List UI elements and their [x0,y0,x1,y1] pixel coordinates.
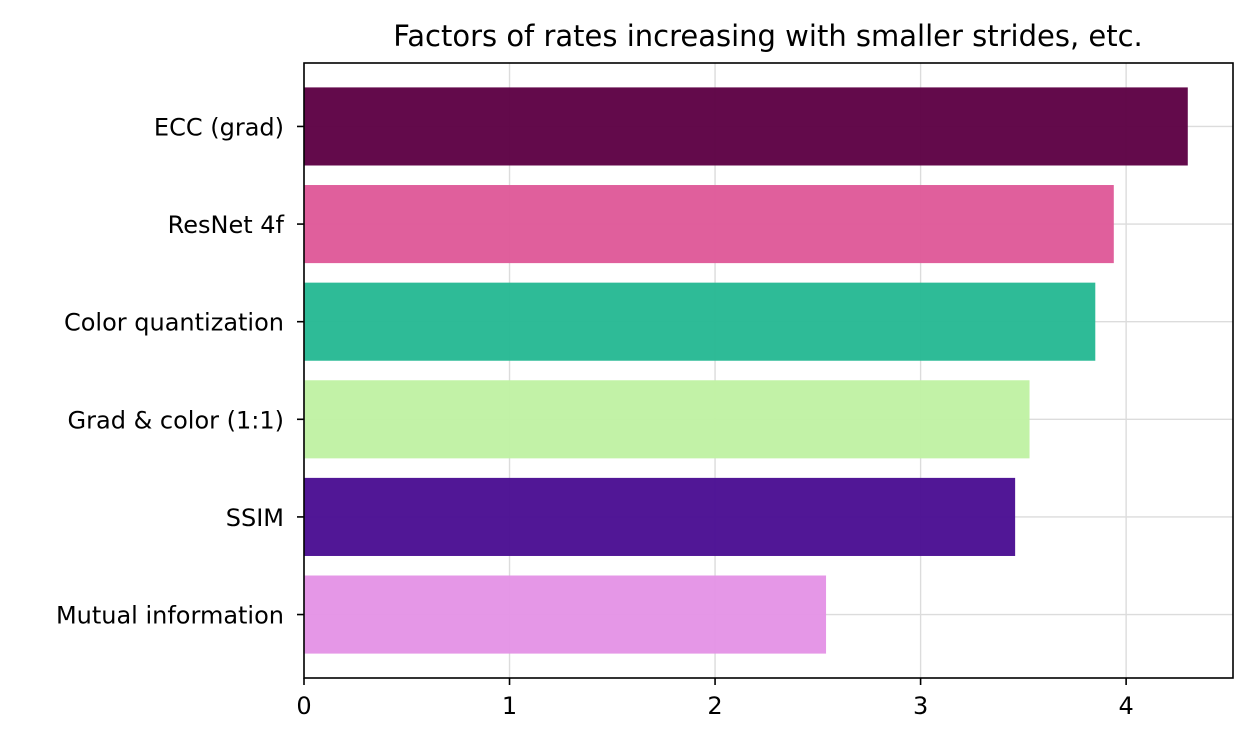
x-tick-label-3: 3 [913,692,928,720]
bar-5 [304,575,827,654]
y-tick-label-1: ResNet 4f [168,211,285,239]
x-tick-label-4: 4 [1118,692,1133,720]
y-tick-label-5: Mutual information [56,602,284,630]
bar-0 [304,87,1188,166]
x-tick-label-2: 2 [707,692,722,720]
bars [304,87,1188,654]
y-tick-label-2: Color quantization [64,309,284,337]
bar-3 [304,380,1030,459]
bar-4 [304,477,1016,556]
y-tick-label-3: Grad & color (1:1) [68,406,284,434]
bar-1 [304,185,1114,264]
y-axis: ECC (grad) ResNet 4f Color quantization Gra… [56,113,304,630]
x-axis: 0 1 2 3 4 [296,678,1134,720]
x-tick-label-0: 0 [296,692,311,720]
y-tick-label-4: SSIM [226,504,284,532]
y-tick-label-0: ECC (grad) [154,113,284,141]
plot-frame [303,62,1234,679]
x-tick-label-1: 1 [502,692,517,720]
chart-title: Factors of rates increasing with smaller… [393,19,1143,53]
bar-2 [304,282,1096,361]
